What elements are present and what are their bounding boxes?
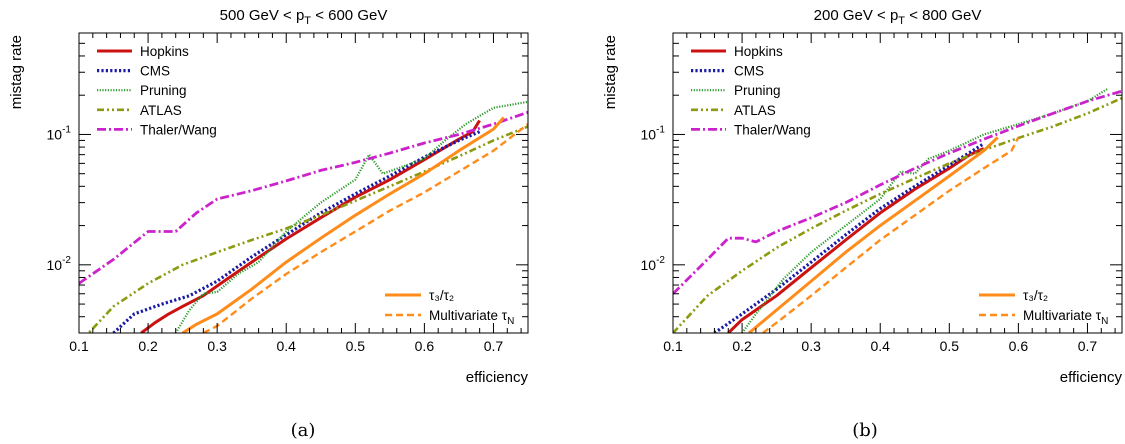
x-tick-label: 0.7 [1078, 338, 1098, 354]
y-tick-label: 10-2 [641, 255, 666, 273]
x-tick-label: 0.5 [940, 338, 960, 354]
title-rest: < 800 GeV [905, 7, 981, 24]
legend-label: Thaler/Wang [140, 122, 217, 137]
legend-label: CMS [734, 64, 764, 79]
x-tick-label: 0.2 [732, 338, 752, 354]
title-sub: T [898, 15, 905, 27]
legend-label-main: Multivariate τ [429, 308, 508, 323]
y-tick-base: 10 [47, 257, 63, 273]
x-tick-label: 0.3 [801, 338, 821, 354]
x-tick-label: 0.4 [276, 338, 296, 354]
legend-label: ATLAS [734, 103, 776, 118]
legend-label: Pruning [140, 83, 187, 98]
y-tick-label: 10-2 [47, 255, 72, 273]
panel-caption: (b) [852, 420, 878, 441]
chart-title: 200 GeV < pT < 800 GeV [814, 7, 982, 27]
y-tick-base: 10 [641, 257, 657, 273]
legend-label: Pruning [734, 83, 781, 98]
series-line-hopkins [727, 147, 985, 333]
legend-bottom: τ₃/τ₂ Multivariate τN [385, 288, 514, 327]
y-tick-label: 10-1 [47, 124, 72, 142]
panel-caption: (a) [291, 420, 316, 441]
x-tick-label: 0.1 [69, 338, 89, 354]
y-tick-exp: -2 [62, 255, 71, 266]
series-line-- [181, 116, 505, 333]
legend-label: τ₃/τ₂ [429, 288, 454, 303]
legend-label-sub: N [507, 316, 514, 327]
series-group [79, 100, 528, 333]
plot-frame [672, 32, 1123, 334]
x-tick-label: 0.4 [870, 338, 890, 354]
x-tick-label: 0.3 [207, 338, 227, 354]
y-tick-exp: -2 [656, 255, 665, 266]
legend-label: τ₃/τ₂ [1023, 288, 1048, 303]
series-line-- [748, 136, 999, 333]
x-axis-label: efficiency [466, 369, 529, 386]
series-line-cms [713, 142, 985, 333]
legend-label: CMS [140, 64, 170, 79]
title-sub: T [304, 15, 311, 27]
y-axis-label: mistag rate [602, 35, 619, 109]
x-axis-label: efficiency [1060, 369, 1123, 386]
legend-label-main: τ₃/τ₂ [1023, 288, 1048, 303]
title-main: 200 GeV < p [814, 7, 899, 24]
legend-bottom: τ₃/τ₂ Multivariate τN [979, 288, 1108, 327]
legend-label: ATLAS [140, 103, 182, 118]
series-line-multivariate-n [762, 136, 1020, 333]
title-main: 500 GeV < p [220, 7, 305, 24]
series-line-pruning [174, 100, 528, 333]
legend-label: Hopkins [140, 44, 189, 59]
series-line-thaler-wang [79, 110, 528, 285]
y-axis-label: mistag rate [8, 35, 25, 109]
series-line-multivariate-n [202, 123, 528, 333]
legend-top: Hopkins CMS Pruning ATLAS Thaler/Wang [97, 44, 217, 137]
legend-label-sub: N [1101, 316, 1108, 327]
x-tick-label: 0.1 [663, 338, 683, 354]
x-tick-label: 0.5 [346, 338, 366, 354]
legend-label: Hopkins [734, 44, 783, 59]
y-tick-base: 10 [47, 126, 63, 142]
legend-label-main: τ₃/τ₂ [429, 288, 454, 303]
x-tick-label: 0.7 [484, 338, 504, 354]
legend-label-main: Multivariate τ [1023, 308, 1102, 323]
plot-frame [78, 32, 529, 334]
series-line-atlas [86, 125, 528, 333]
x-tick-label: 0.6 [415, 338, 435, 354]
legend-label: Thaler/Wang [734, 122, 811, 137]
y-tick-exp: -1 [656, 124, 665, 135]
legend-label: Multivariate τN [1023, 308, 1108, 327]
legend-top: Hopkins CMS Pruning ATLAS Thaler/Wang [691, 44, 811, 137]
series-group [673, 87, 1122, 333]
series-line-atlas [673, 96, 1122, 333]
legend-label: Multivariate τN [429, 308, 514, 327]
y-tick-base: 10 [641, 126, 657, 142]
series-line-thaler-wang [673, 89, 1122, 295]
x-tick-label: 0.6 [1009, 338, 1029, 354]
chart-title: 500 GeV < pT < 600 GeV [220, 7, 388, 27]
y-tick-exp: -1 [62, 124, 71, 135]
y-tick-label: 10-1 [641, 124, 666, 142]
x-tick-label: 0.2 [138, 338, 158, 354]
title-rest: < 600 GeV [311, 7, 387, 24]
series-line-cms [112, 130, 481, 333]
